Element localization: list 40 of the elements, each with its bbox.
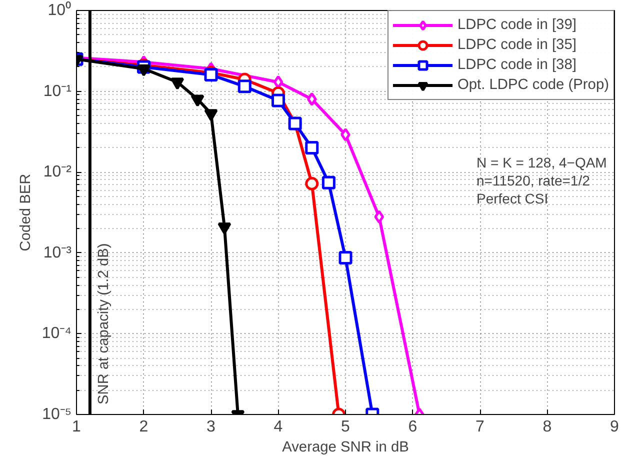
point: [137, 64, 150, 76]
y-tick-label: 10⁻⁴: [42, 325, 72, 342]
legend-label: Opt. LDPC code (Prop): [457, 77, 609, 93]
x-tick-label: 2: [139, 418, 148, 436]
x-tick-label: 4: [274, 418, 283, 436]
legend-label: LDPC code in [38]: [457, 57, 576, 73]
y-tick-label: 10⁻⁵: [42, 406, 72, 423]
x-tick-label: 1: [72, 418, 82, 436]
point: [322, 176, 336, 190]
ref-line-label: SNR at capacity (1.2 dB): [96, 243, 112, 404]
legend-label: LDPC code in [35]: [457, 37, 576, 53]
annotation: n=11520, rate=1/2: [476, 172, 590, 188]
y-tick-label: 10⁰: [48, 1, 72, 19]
point: [190, 94, 204, 107]
point: [374, 210, 384, 224]
y-axis-title: Coded BER: [18, 174, 34, 252]
point: [238, 80, 252, 94]
annotation: N = K = 128, 4−QAM: [476, 154, 607, 170]
point: [272, 94, 285, 108]
y-tick-label: 10⁻¹: [43, 82, 72, 100]
point: [305, 141, 319, 155]
legend-label: LDPC code in [39]: [457, 17, 576, 33]
point: [273, 75, 284, 89]
point: [170, 78, 184, 90]
y-tick-label: 10⁻²: [43, 164, 72, 181]
y-tick-label: 10⁻³: [43, 244, 72, 262]
point: [204, 109, 218, 122]
x-tick-label: 7: [476, 418, 485, 436]
x-axis-title: Average SNR in dB: [282, 440, 409, 456]
point: [204, 68, 218, 82]
point: [305, 176, 319, 190]
point: [306, 92, 317, 106]
point: [338, 251, 352, 265]
point: [340, 128, 350, 142]
x-tick-label: 9: [610, 418, 620, 436]
x-tick-label: 6: [408, 418, 418, 436]
x-tick-label: 5: [341, 418, 350, 436]
x-tick-label: 3: [206, 418, 216, 436]
annotation: Perfect CSI: [476, 190, 548, 206]
x-tick-label: 8: [542, 418, 552, 436]
